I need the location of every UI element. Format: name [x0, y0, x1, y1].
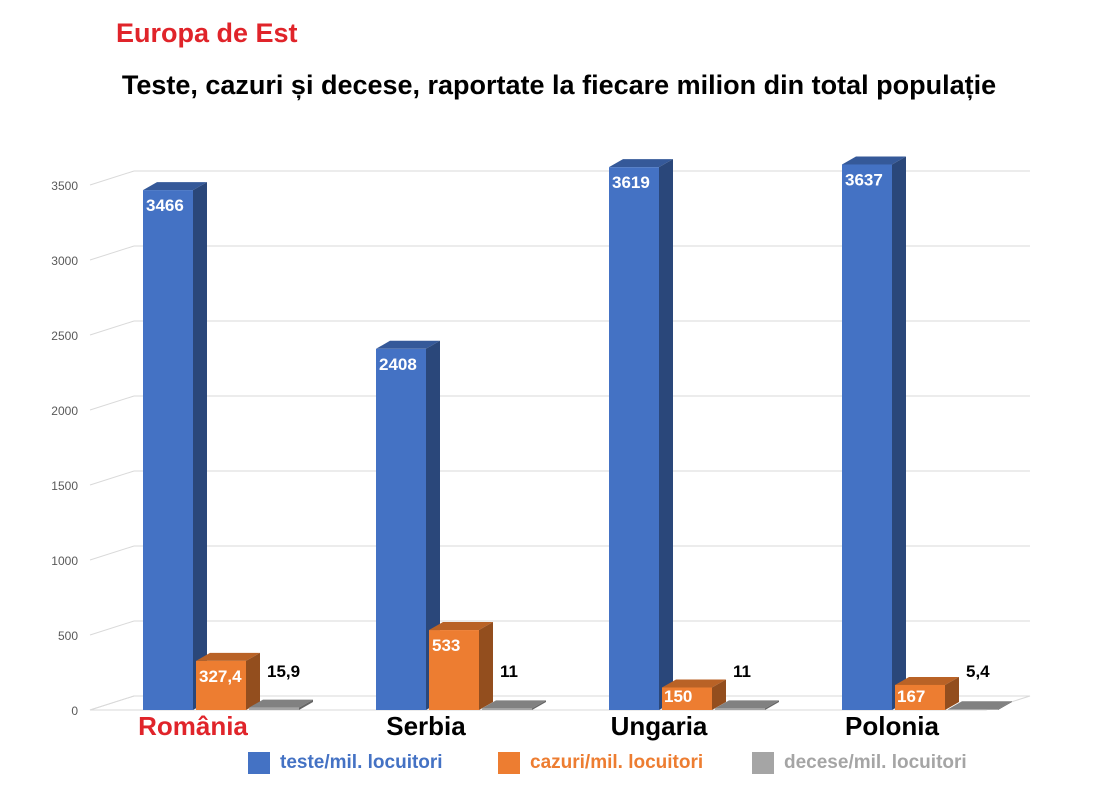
legend-label-cazuri: cazuri/mil. locuitori	[530, 752, 704, 773]
data-label: 150	[664, 687, 692, 706]
bar-side	[945, 676, 959, 710]
y-tick-label: 1000	[51, 554, 78, 568]
bar-top	[609, 159, 673, 168]
chart-title: Teste, cazuri și decese, raportate la fi…	[121, 70, 997, 100]
bar-side	[892, 156, 906, 710]
y-tick-label: 2000	[51, 404, 78, 418]
data-label: 11	[500, 662, 518, 681]
bar-top	[715, 700, 779, 709]
y-tick-label: 500	[58, 629, 78, 643]
legend-item-cazuri: cazuri/mil. locuitori	[498, 752, 703, 774]
x-category-label: România	[138, 711, 248, 741]
bar	[249, 707, 299, 710]
gridline-depth	[89, 170, 135, 186]
bar	[429, 630, 479, 710]
bar-top	[948, 701, 1012, 710]
gridline-depth	[89, 620, 135, 636]
bar	[662, 687, 712, 710]
bar	[715, 708, 765, 710]
y-tick-label: 3500	[51, 179, 78, 193]
bar-side	[426, 340, 440, 710]
gridline-depth	[89, 545, 135, 561]
x-category-label: Serbia	[386, 711, 466, 741]
bar-top	[895, 676, 959, 685]
data-label: 167	[897, 687, 925, 706]
y-tick-label: 1500	[51, 479, 78, 493]
bar	[895, 684, 945, 710]
legend-swatch-cazuri	[498, 752, 520, 774]
bar-top	[662, 679, 726, 688]
legend-swatch-teste	[248, 752, 270, 774]
data-label: 533	[432, 636, 460, 655]
bar-side	[246, 652, 260, 710]
y-tick-label: 0	[71, 704, 78, 718]
bar-side	[532, 700, 546, 710]
y-tick-label: 2500	[51, 329, 78, 343]
chart-legend: teste/mil. locuitori cazuri/mil. locuito…	[0, 752, 1118, 782]
chart-supertitle: Europa de Est	[116, 18, 298, 48]
data-label: 5,4	[966, 662, 990, 681]
legend-swatch-decese	[752, 752, 774, 774]
bar-side	[193, 182, 207, 711]
gridline-depth	[89, 245, 135, 261]
bar	[143, 190, 193, 711]
bar-side	[998, 701, 1012, 710]
bar-side	[479, 622, 493, 710]
data-label: 3466	[146, 196, 184, 215]
legend-label-decese: decese/mil. locuitori	[784, 752, 967, 773]
bar-top	[143, 182, 207, 191]
legend-label-teste: teste/mil. locuitori	[280, 752, 443, 773]
bar	[376, 348, 426, 710]
gridline-depth	[89, 395, 135, 411]
gridline-depth	[89, 470, 135, 486]
y-tick-label: 3000	[51, 254, 78, 268]
data-label: 3619	[612, 173, 650, 192]
bar	[196, 660, 246, 710]
data-label: 15,9	[267, 662, 300, 681]
legend-item-teste: teste/mil. locuitori	[248, 752, 443, 774]
gridline-depth	[89, 320, 135, 336]
bar-top	[376, 340, 440, 349]
bar-side	[765, 700, 779, 710]
bar-top	[429, 622, 493, 631]
bar-side	[659, 159, 673, 710]
bar	[482, 708, 532, 710]
bar-side	[712, 679, 726, 710]
bar-top	[482, 700, 546, 709]
data-label: 11	[733, 662, 751, 681]
x-category-label: Polonia	[845, 711, 939, 741]
x-category-label: Ungaria	[611, 711, 708, 741]
data-label: 3637	[845, 170, 883, 189]
bar	[842, 164, 892, 710]
data-label: 2408	[379, 355, 417, 374]
data-label: 327,4	[199, 667, 242, 686]
bar	[609, 167, 659, 710]
bar-top	[196, 652, 260, 661]
bar-side	[299, 699, 313, 710]
bar-top	[842, 156, 906, 165]
legend-item-decese: decese/mil. locuitori	[752, 752, 967, 774]
bar	[948, 709, 998, 710]
bar-top	[249, 699, 313, 708]
